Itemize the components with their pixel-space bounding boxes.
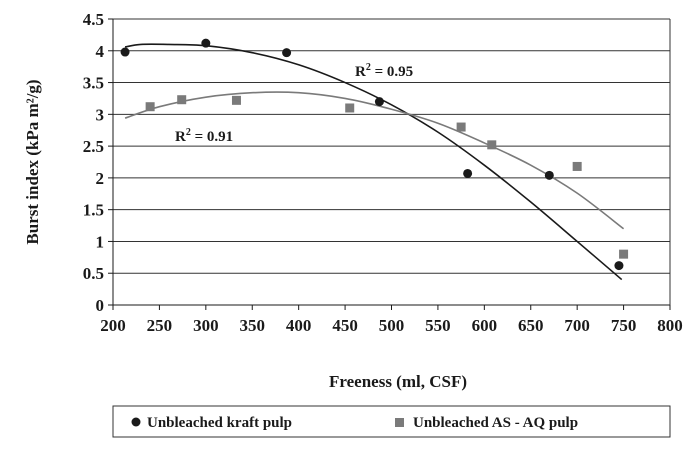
x-tick-label-450: 450 <box>332 316 358 335</box>
x-tick-label-650: 650 <box>518 316 544 335</box>
point-s0-0 <box>120 47 130 57</box>
y-tick-label-2.5: 2.5 <box>83 137 104 156</box>
r2-kraft-base: R <box>355 64 366 80</box>
point-s1-7 <box>619 249 629 259</box>
point-s0-6 <box>614 261 624 271</box>
y-tick-label-4.5: 4.5 <box>83 10 104 29</box>
x-tick-label-800: 800 <box>657 316 683 335</box>
x-tick-label-550: 550 <box>425 316 451 335</box>
r2-label-asaq: R2 = 0.91 <box>175 127 233 145</box>
y-tick-label-1.5: 1.5 <box>83 201 104 220</box>
legend-marker-asaq <box>395 418 404 427</box>
x-tick-label-750: 750 <box>611 316 637 335</box>
data-points <box>120 38 629 271</box>
trendlines <box>124 43 625 281</box>
y-tick-label-3.5: 3.5 <box>83 74 104 93</box>
y-tick-labels: 0 0.5 1 1.5 2 2.5 3 3.5 4 4.5 <box>83 10 105 315</box>
r2-asaq-base: R <box>175 129 186 145</box>
point-s1-0 <box>145 102 155 112</box>
point-s1-2 <box>231 95 241 105</box>
axes <box>108 18 671 310</box>
y-tick-label-0.5: 0.5 <box>83 264 104 283</box>
point-s0-3 <box>374 97 384 107</box>
point-s0-4 <box>463 168 473 178</box>
x-tick-label-350: 350 <box>240 316 266 335</box>
point-s1-6 <box>572 161 582 171</box>
r2-kraft-exp: 2 <box>366 62 371 73</box>
y-tick-label-3: 3 <box>96 105 105 124</box>
point-s0-1 <box>201 38 211 48</box>
x-tick-label-250: 250 <box>147 316 173 335</box>
x-tick-label-700: 700 <box>564 316 590 335</box>
x-tick-label-300: 300 <box>193 316 219 335</box>
point-s0-5 <box>544 170 554 180</box>
legend-label-asaq: Unbleached AS - AQ pulp <box>413 415 578 431</box>
point-s1-5 <box>487 140 497 150</box>
point-s1-1 <box>177 95 187 105</box>
x-tick-label-200: 200 <box>100 316 126 335</box>
y-tick-label-2: 2 <box>96 169 105 188</box>
trendline-series-0 <box>124 43 623 281</box>
gridlines <box>113 18 670 274</box>
y-tick-label-4: 4 <box>96 42 105 61</box>
x-tick-label-400: 400 <box>286 316 312 335</box>
legend-label-kraft: Unbleached kraft pulp <box>147 415 292 431</box>
x-tick-label-500: 500 <box>379 316 405 335</box>
r2-asaq-exp: 2 <box>186 127 191 138</box>
y-tick-label-0: 0 <box>96 296 105 315</box>
r2-kraft-value: = 0.95 <box>371 64 413 80</box>
x-tick-labels: 200 250 300 350 400 450 500 550 600 650 700 750 800 <box>100 316 683 335</box>
x-axis-title: Freeness (ml, CSF) <box>329 372 467 391</box>
r2-label-kraft: R2 = 0.95 <box>355 62 413 80</box>
r2-asaq-value: = 0.91 <box>191 129 233 145</box>
trendline-series-1 <box>124 91 625 230</box>
y-axis-title: Burst index (kPa m²/g) <box>23 79 42 244</box>
legend-box <box>112 405 671 438</box>
point-s0-2 <box>282 48 292 58</box>
legend-marker-kraft <box>131 417 141 427</box>
y-tick-label-1: 1 <box>96 232 105 251</box>
x-tick-label-600: 600 <box>472 316 498 335</box>
point-s1-4 <box>456 122 466 132</box>
point-s1-3 <box>345 103 355 113</box>
legend: Unbleached kraft pulp Unbleached AS - AQ… <box>112 405 671 438</box>
